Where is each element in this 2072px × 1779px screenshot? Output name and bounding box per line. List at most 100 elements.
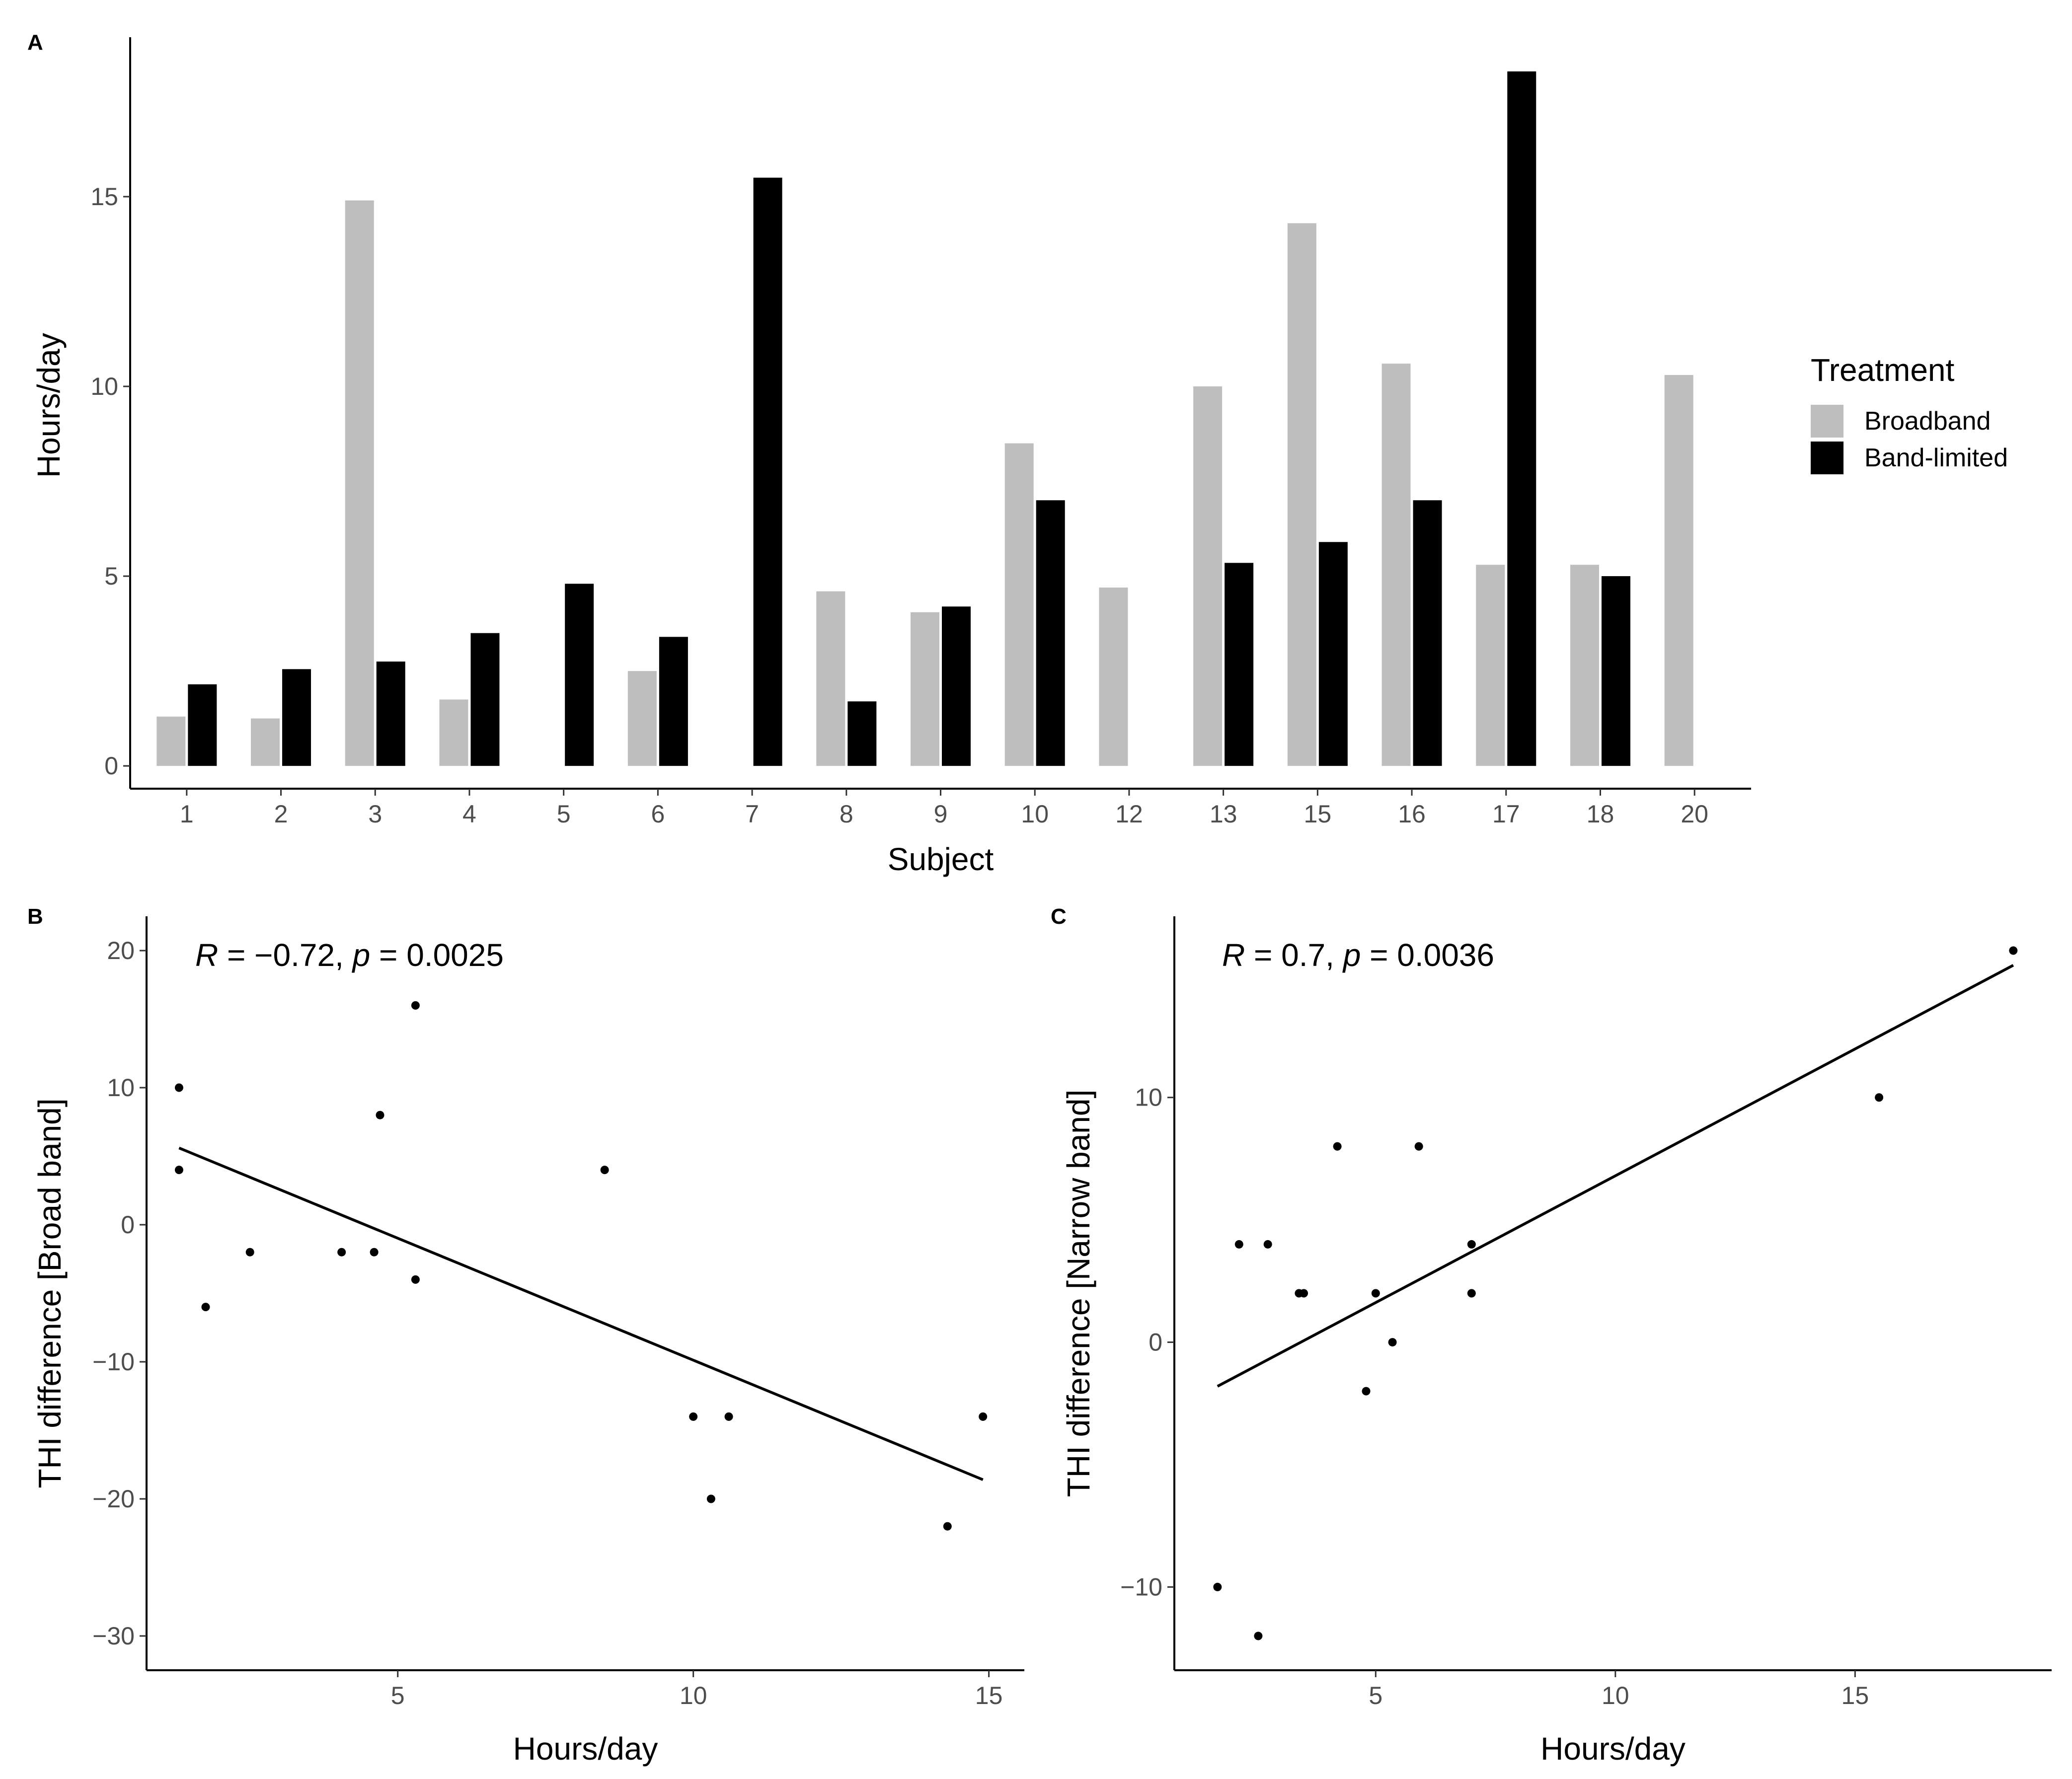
broadband-bar-subject-20: [1664, 375, 1693, 766]
data-point-1: [1213, 1582, 1222, 1591]
legend-title: Treatment: [1811, 352, 1955, 388]
data-point-7: [376, 1111, 384, 1119]
p-value: = 0.0025: [370, 937, 504, 973]
x-tick-label: 5: [391, 1682, 405, 1709]
x-tick-label: 2: [274, 800, 288, 828]
y-axis-title: Hours/day: [31, 333, 67, 478]
x-tick-label: 15: [1304, 800, 1332, 828]
x-axis-title: Subject: [888, 841, 994, 877]
x-tick-label: 5: [1369, 1682, 1382, 1709]
band-limited-bar-subject-17: [1507, 71, 1536, 766]
data-point-15: [979, 1412, 988, 1421]
broadband-bar-subject-8: [816, 591, 845, 766]
regression-line: [178, 1146, 984, 1481]
x-tick-label: 4: [462, 800, 476, 828]
x-tick-label: 13: [1210, 800, 1237, 828]
data-point-4: [245, 1248, 254, 1257]
y-tick-label: 10: [107, 1074, 135, 1102]
p-symbol: p: [352, 937, 371, 973]
band-limited-bar-subject-3: [376, 662, 405, 766]
y-tick-label: 20: [107, 937, 135, 964]
y-tick-label: 10: [90, 372, 118, 400]
data-point-8: [1362, 1387, 1371, 1396]
panel-a-label: A: [27, 30, 43, 55]
r-value: = −0.72,: [218, 937, 352, 973]
correlation-annotation: R = −0.72, p = 0.0025: [195, 937, 504, 973]
data-point-11: [689, 1412, 698, 1421]
broadband-bar-subject-12: [1099, 588, 1128, 766]
band-limited-bar-subject-18: [1601, 576, 1630, 766]
band-limited-bar-subject-8: [847, 701, 877, 766]
band-limited-bar-subject-9: [942, 606, 971, 766]
x-tick-label: 6: [651, 800, 665, 828]
panel-b-scatter: −30 −20 −10 0 10 20 5 10 15 Hours/day THI differen…: [32, 916, 1024, 1767]
panel-c-scatter: −10 0 10 5 10 15 Hours/day THI difference [Narr…: [1061, 916, 2052, 1767]
broadband-bar-subject-13: [1193, 386, 1223, 766]
band-limited-bar-subject-1: [188, 684, 217, 766]
x-tick-label: 12: [1115, 800, 1143, 828]
band-limited-bar-subject-7: [753, 177, 782, 766]
data-point-14: [1875, 1093, 1884, 1102]
data-point-10: [600, 1166, 609, 1175]
broadband-bar-subject-4: [439, 699, 468, 766]
x-axis-title: Hours/day: [513, 1731, 658, 1767]
x-axis-title: Hours/day: [1540, 1731, 1686, 1767]
band-limited-bar-subject-2: [282, 669, 311, 766]
y-tick-label: 15: [90, 183, 118, 211]
data-point-11: [1414, 1142, 1423, 1151]
band-limited-bar-subject-15: [1318, 542, 1348, 766]
data-point-2: [174, 1166, 183, 1175]
y-tick-label: 0: [121, 1211, 135, 1239]
legend-label: Broadband: [1864, 407, 1991, 436]
x-tick-label: 7: [745, 800, 759, 828]
band-limited-bar-subject-6: [659, 637, 688, 766]
broadband-bar-subject-1: [156, 716, 186, 766]
broadband-bar-subject-15: [1287, 223, 1316, 766]
x-tick-label: 3: [368, 800, 382, 828]
broadband-bar-subject-18: [1570, 565, 1599, 766]
data-point-10: [1388, 1338, 1397, 1347]
x-tick-label: 5: [557, 800, 571, 828]
regression-line: [1217, 964, 2014, 1388]
broadband-bar-subject-16: [1381, 364, 1411, 766]
data-point-13: [706, 1494, 715, 1503]
p-symbol: p: [1342, 937, 1361, 973]
x-tick-label: 10: [680, 1682, 707, 1709]
data-point-7: [1333, 1142, 1342, 1151]
legend-swatch-broadband: [1811, 405, 1843, 438]
data-point-6: [1300, 1289, 1308, 1298]
x-tick-label: 9: [934, 800, 948, 828]
band-limited-bar-subject-16: [1413, 500, 1442, 766]
x-tick-label: 17: [1492, 800, 1520, 828]
data-point-1: [174, 1083, 183, 1092]
data-point-14: [943, 1522, 952, 1531]
y-tick-label: −10: [92, 1348, 135, 1376]
band-limited-bar-subject-4: [470, 633, 500, 766]
x-tick-label: 1: [180, 800, 194, 828]
y-axis-title: THI difference [Narrow band]: [1061, 1090, 1096, 1497]
broadband-bar-subject-17: [1476, 565, 1505, 766]
x-tick-label: 18: [1587, 800, 1614, 828]
broadband-bar-subject-3: [345, 200, 374, 766]
x-tick-label: 10: [1021, 800, 1049, 828]
y-tick-label: −10: [1120, 1573, 1162, 1601]
data-point-12: [1467, 1240, 1476, 1249]
p-value: = 0.0036: [1361, 937, 1494, 973]
correlation-annotation: R = 0.7, p = 0.0036: [1222, 937, 1494, 973]
broadband-bar-subject-10: [1004, 443, 1034, 766]
band-limited-bar-subject-10: [1036, 500, 1065, 766]
data-point-4: [1263, 1240, 1272, 1249]
y-tick-label: −20: [92, 1485, 135, 1513]
broadband-bar-subject-2: [251, 718, 280, 766]
data-point-12: [724, 1412, 733, 1421]
x-tick-label: 20: [1681, 800, 1708, 828]
x-tick-label: 8: [840, 800, 853, 828]
data-point-5: [337, 1248, 346, 1257]
r-value: = 0.7,: [1245, 937, 1343, 973]
broadband-bar-subject-9: [911, 612, 939, 766]
data-point-15: [2009, 946, 2018, 955]
data-point-6: [370, 1248, 379, 1257]
band-limited-bar-subject-13: [1225, 563, 1254, 766]
x-tick-label: 16: [1398, 800, 1426, 828]
